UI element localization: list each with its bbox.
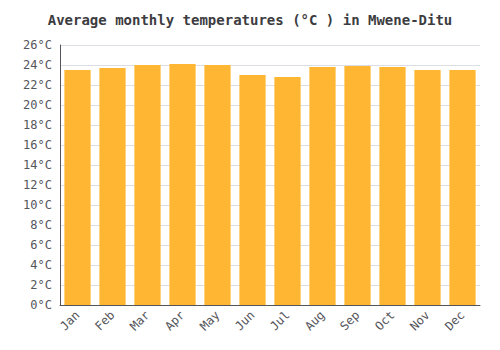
svg-text:18°C: 18°C xyxy=(23,118,52,132)
svg-text:Jan: Jan xyxy=(57,308,82,333)
svg-text:4°C: 4°C xyxy=(30,258,52,272)
svg-text:2°C: 2°C xyxy=(30,278,52,292)
svg-text:20°C: 20°C xyxy=(23,98,52,112)
svg-text:12°C: 12°C xyxy=(23,178,52,192)
svg-text:Oct: Oct xyxy=(372,308,397,333)
svg-text:16°C: 16°C xyxy=(23,138,52,152)
svg-text:Nov: Nov xyxy=(407,308,432,333)
svg-text:Average monthly temperatures (: Average monthly temperatures (°C ) in Mw… xyxy=(48,12,453,28)
svg-text:Sep: Sep xyxy=(337,308,362,333)
svg-text:Feb: Feb xyxy=(92,308,117,333)
svg-text:10°C: 10°C xyxy=(23,198,52,212)
svg-text:6°C: 6°C xyxy=(30,238,52,252)
svg-text:Mar: Mar xyxy=(127,308,152,333)
svg-text:Dec: Dec xyxy=(442,308,467,333)
svg-text:Aug: Aug xyxy=(302,308,327,333)
svg-text:8°C: 8°C xyxy=(30,218,52,232)
svg-text:14°C: 14°C xyxy=(23,158,52,172)
svg-text:26°C: 26°C xyxy=(23,38,52,52)
svg-text:22°C: 22°C xyxy=(23,78,52,92)
svg-text:May: May xyxy=(197,308,222,333)
svg-text:Apr: Apr xyxy=(162,308,187,333)
svg-text:Jul: Jul xyxy=(267,308,292,333)
svg-text:24°C: 24°C xyxy=(23,58,52,72)
svg-text:Jun: Jun xyxy=(232,308,257,333)
svg-text:0°C: 0°C xyxy=(30,298,52,312)
